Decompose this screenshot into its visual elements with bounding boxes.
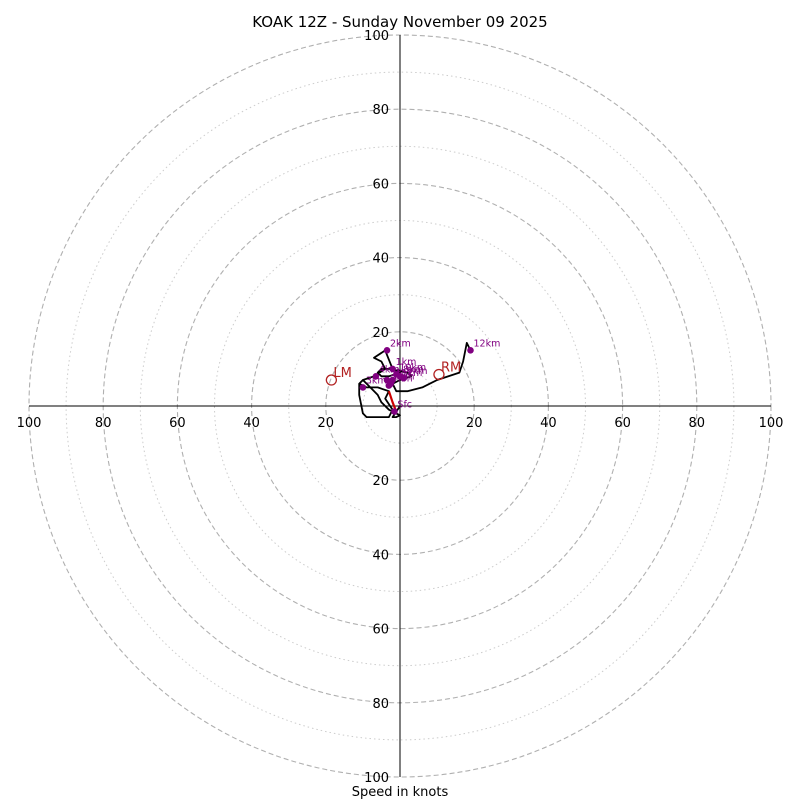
- height-marker-7km: [385, 382, 393, 389]
- tick-label-y-neg: 20: [372, 474, 389, 489]
- tick-label-y-pos: 80: [372, 103, 389, 118]
- x-axis-label: Speed in knots: [352, 785, 449, 800]
- tick-label-x-pos: 80: [689, 416, 706, 431]
- tick-label-x-neg: 80: [95, 416, 112, 431]
- height-marker-sfc-label: Sfc: [397, 400, 412, 411]
- hodograph-line: [358, 341, 472, 419]
- storm-motion-rm-label: RM: [441, 360, 461, 375]
- chart-title: KOAK 12Z - Sunday November 09 2025: [252, 13, 547, 31]
- storm-motion-rm-marker: [433, 368, 445, 381]
- tick-label-x-neg: 100: [17, 416, 42, 431]
- height-marker-9km-label: 9km: [407, 366, 428, 377]
- tick-label-y-neg: 100: [364, 771, 389, 786]
- tick-labels: 20 20 20 20 40 40 40 40 60 60 60 60 80 80 80 80 100 100 10…: [17, 29, 784, 786]
- tick-label-y-neg: 60: [372, 623, 389, 638]
- tick-label-x-neg: 40: [243, 416, 260, 431]
- height-marker-2km: [383, 347, 391, 354]
- height-marker-12km-label: 12km: [473, 338, 500, 349]
- height-marker-3km-label: 3km: [366, 375, 387, 386]
- height-marker-1km: [389, 365, 396, 373]
- height-marker-sfc: [391, 408, 398, 415]
- height-marker-4km: [372, 373, 380, 380]
- storm-motion-lm-label: LM: [333, 366, 351, 381]
- height-marker-10km-label: 10km: [399, 362, 426, 373]
- height-marker-11km: [389, 376, 396, 384]
- tick-label-y-neg: 40: [372, 548, 389, 563]
- tick-label-y-pos: 60: [372, 177, 389, 192]
- storm-motion-markers: LM RM: [325, 360, 461, 386]
- height-markers: Sfc1km2km3km4km5km6km7km8km9km10km11km12…: [359, 338, 500, 415]
- height-marker-10km: [392, 371, 400, 378]
- tick-label-y-pos: 100: [364, 29, 389, 44]
- tick-label-x-neg: 60: [169, 416, 186, 431]
- height-marker-12km: [467, 347, 474, 354]
- height-marker-9km: [400, 374, 408, 382]
- tick-label-x-pos: 40: [540, 416, 557, 431]
- height-marker-4km-label: 4km: [379, 364, 400, 375]
- height-marker-2km-label: 2km: [390, 338, 411, 349]
- storm-motion-lm-marker: [325, 374, 338, 386]
- tick-label-x-pos: 20: [466, 416, 483, 431]
- tick-label-x-pos: 60: [614, 416, 631, 431]
- tick-label-x-neg: 20: [318, 416, 335, 431]
- tick-label-x-pos: 100: [759, 416, 784, 431]
- tick-label-y-neg: 80: [372, 697, 389, 712]
- height-marker-11km-label: 11km: [396, 368, 423, 379]
- tick-label-y-pos: 20: [372, 326, 389, 341]
- height-marker-1km-label: 1km: [396, 357, 417, 368]
- height-marker-8km-label: 8km: [403, 364, 424, 375]
- height-marker-3km: [359, 384, 367, 391]
- tick-label-y-pos: 40: [372, 252, 389, 267]
